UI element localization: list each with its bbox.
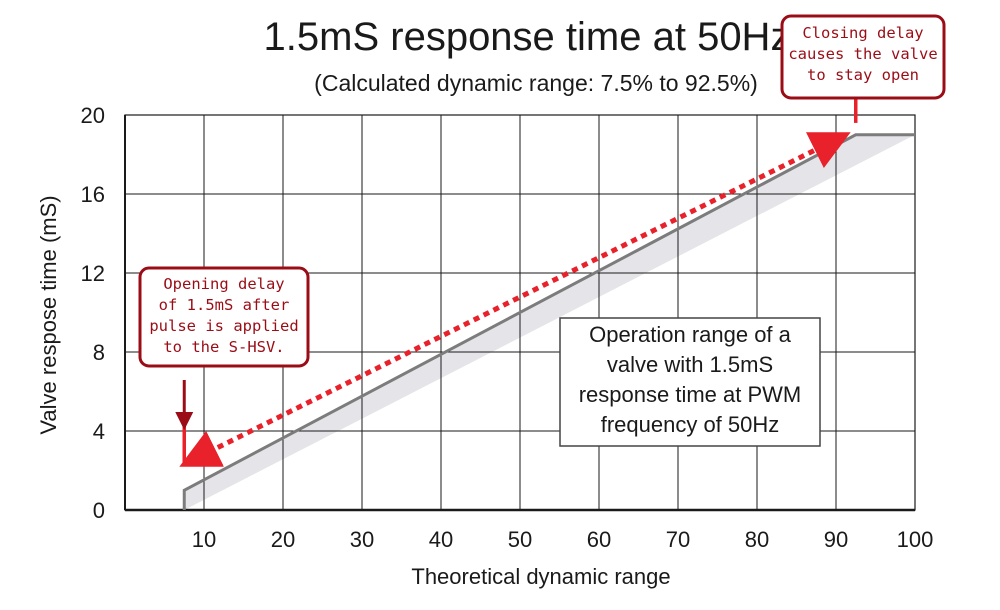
x-tick-label: 80 [745,527,769,552]
x-tick-label: 20 [271,527,295,552]
y-axis-label: Valve respose time (mS) [36,195,61,434]
annotations: Closing delay causes the valve to stay ope… [138,14,946,467]
x-tick-label: 10 [192,527,216,552]
x-axis-label: Theoretical dynamic range [411,564,670,589]
chart-subtitle: (Calculated dynamic range: 7.5% to 92.5%… [314,70,758,96]
callout-text: to the S-HSV. [163,338,284,356]
x-tick-label: 70 [666,527,690,552]
closing-delay-callout: Closing delay causes the valve to stay ope… [780,14,946,100]
label-text: valve with 1.5mS [607,352,773,377]
y-tick-label: 12 [81,261,105,286]
x-tick-label: 60 [587,527,611,552]
callout-text: Opening delay [163,275,284,293]
x-tick-label: 30 [350,527,374,552]
label-text: response time at PWM [579,382,802,407]
callout-text: to stay open [807,66,919,84]
callout-text: causes the valve [788,45,937,63]
callout-text: of 1.5mS after [159,296,290,314]
callout-text: Closing delay [802,24,923,42]
dotted-range-arrow [179,132,851,467]
label-text: frequency of 50Hz [601,412,780,437]
callout-box [138,266,310,368]
y-tick-label: 20 [81,103,105,128]
x-tick-label: 40 [429,527,453,552]
callout-box [780,14,946,100]
x-tick-labels: 10 20 30 40 50 60 70 80 90 100 [192,527,934,552]
x-tick-label: 90 [824,527,848,552]
callout-text: pulse is applied [149,317,298,335]
operation-range-label: Operation range of a valve with 1.5mS resp… [559,317,821,447]
label-box [559,317,821,447]
opening-delay-callout: Opening delay of 1.5mS after pulse is appl… [138,266,310,368]
x-tick-label: 100 [897,527,934,552]
label-text: Operation range of a [589,322,792,347]
y-tick-labels: 20 16 12 8 4 0 [81,103,105,523]
chart-title: 1.5mS response time at 50Hz [264,15,791,59]
y-tick-label: 0 [93,498,105,523]
y-tick-label: 4 [93,419,105,444]
y-tick-label: 16 [81,182,105,207]
y-tick-label: 8 [93,340,105,365]
x-tick-label: 50 [508,527,532,552]
